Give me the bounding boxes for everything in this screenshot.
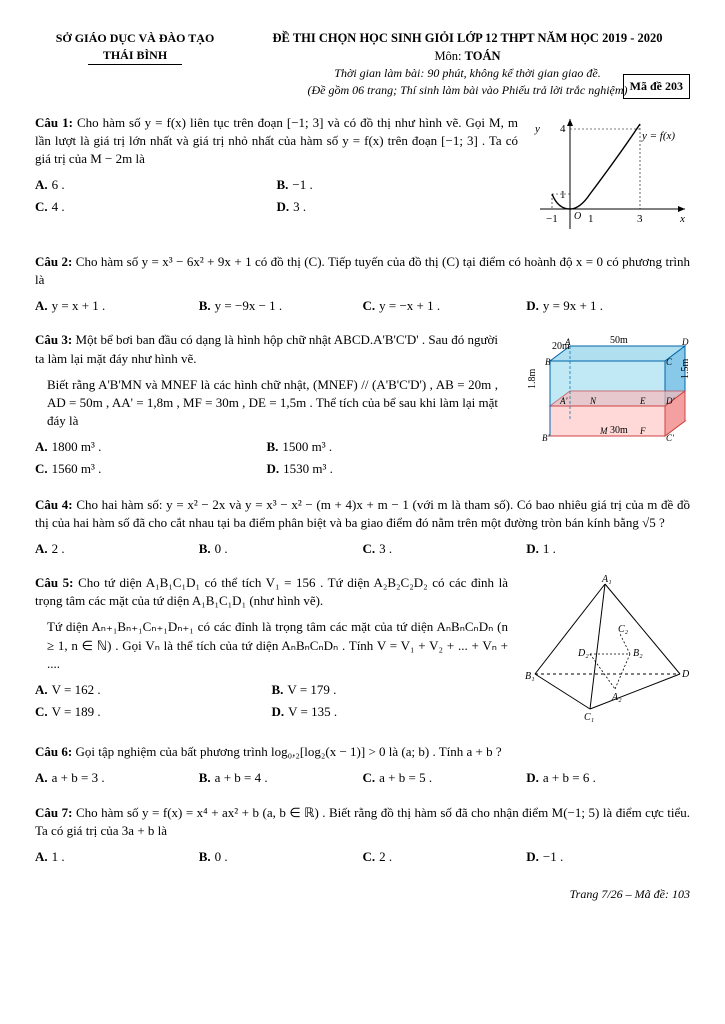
q6-C: a + b = 5 . [379, 770, 432, 785]
question-1: Câu 1: Cho hàm số y = f(x) liên tục trên… [35, 114, 690, 239]
q7-B: 0 . [215, 849, 228, 864]
header-right: ĐỀ THI CHỌN HỌC SINH GIỎI LỚP 12 THPT NĂ… [245, 30, 690, 99]
q2-label: Câu 2: [35, 254, 72, 269]
svg-text:F: F [639, 426, 646, 436]
svg-text:E: E [639, 396, 646, 406]
svg-text:1: 1 [588, 213, 594, 225]
svg-text:y: y [534, 123, 540, 135]
page-footer: Trang 7/26 – Mã đề: 103 [35, 886, 690, 903]
q7-label: Câu 7: [35, 805, 72, 820]
q2-text: Cho hàm số y = x³ − 6x² + 9x + 1 có đồ t… [35, 254, 690, 287]
q1-B: −1 . [292, 177, 312, 192]
q1-text: Cho hàm số y = f(x) liên tục trên đoạn [… [35, 115, 518, 166]
question-3: Câu 3: Một bể bơi ban đầu có dạng là hìn… [35, 331, 690, 481]
svg-text:D: D [681, 337, 689, 347]
svg-text:1.5m: 1.5m [680, 359, 690, 380]
svg-text:B': B' [542, 433, 550, 443]
question-6: Câu 6: Gọi tập nghiệm của bất phương trì… [35, 743, 690, 789]
q3-label: Câu 3: [35, 332, 72, 347]
svg-text:1: 1 [560, 189, 566, 201]
svg-text:C₂: C₂ [618, 624, 629, 635]
q3-text2: Biết rằng A'B'MN và MNEF là các hình chữ… [47, 376, 498, 431]
svg-text:30m: 30m [610, 425, 628, 436]
q1-C: 4 . [52, 199, 65, 214]
svg-text:C: C [666, 357, 673, 367]
svg-text:3: 3 [637, 213, 643, 225]
province: THÁI BÌNH [103, 48, 167, 62]
svg-text:A': A' [559, 396, 568, 406]
q3-text1: Một bể bơi ban đầu có dạng là hình hộp c… [35, 332, 498, 365]
q4-D: 1 . [543, 541, 556, 556]
q1-A: 6 . [52, 177, 65, 192]
q1-D: 3 . [293, 199, 306, 214]
svg-text:4: 4 [560, 123, 566, 135]
q2-D: y = 9x + 1 . [543, 298, 603, 313]
q3-D: 1530 m³ . [283, 461, 333, 476]
q4-label: Câu 4: [35, 497, 73, 512]
svg-text:D₁: D₁ [681, 669, 690, 680]
header-block: SỞ GIÁO DỤC VÀ ĐÀO TẠO THÁI BÌNH ĐỀ THI … [35, 30, 690, 99]
q7-A: 1 . [52, 849, 65, 864]
q7-D: −1 . [543, 849, 563, 864]
q1-label: Câu 1: [35, 115, 73, 130]
svg-text:A: A [564, 337, 571, 347]
q7-text: Cho hàm số y = f(x) = x⁴ + ax² + b (a, b… [35, 805, 690, 838]
q3-C: 1560 m³ . [52, 461, 102, 476]
exam-title: ĐỀ THI CHỌN HỌC SINH GIỎI LỚP 12 THPT NĂ… [273, 31, 663, 45]
svg-text:M: M [599, 426, 608, 436]
header-left: SỞ GIÁO DỤC VÀ ĐÀO TẠO THÁI BÌNH [35, 30, 235, 99]
svg-text:C': C' [666, 433, 675, 443]
svg-text:y = f(x): y = f(x) [641, 130, 675, 142]
svg-text:O: O [574, 211, 581, 222]
q6-A: a + b = 3 . [52, 770, 105, 785]
svg-text:N: N [589, 396, 597, 406]
q2-C: y = −x + 1 . [379, 298, 440, 313]
question-4: Câu 4: Cho hai hàm số: y = x² − 2x và y … [35, 496, 690, 561]
q7-C: 2 . [379, 849, 392, 864]
svg-text:B: B [545, 357, 551, 367]
q6-D: a + b = 6 . [543, 770, 596, 785]
q1-graph: y x 4 1 −1 1 3 O y = f(x) [530, 114, 690, 239]
q4-B: 0 . [215, 541, 228, 556]
svg-text:50m: 50m [610, 335, 628, 346]
q6-B: a + b = 4 . [215, 770, 268, 785]
q2-B: y = −9x − 1 . [215, 298, 283, 313]
svg-text:1.8m: 1.8m [527, 369, 538, 390]
svg-text:−1: −1 [546, 213, 558, 225]
q5-B: V = 179 . [287, 682, 336, 697]
q5-A: V = 162 . [52, 682, 101, 697]
q3-A: 1800 m³ . [52, 439, 102, 454]
q3-B: 1500 m³ . [282, 439, 332, 454]
exam-code: Mã đề 203 [623, 74, 690, 99]
svg-text:A₂: A₂ [611, 692, 622, 703]
q5-text2: Tứ diện Aₙ₊₁Bₙ₊₁Cₙ₊₁Dₙ₊₁ có các đỉnh là … [47, 618, 508, 673]
q4-text: Cho hai hàm số: y = x² − 2x và y = x³ − … [35, 497, 690, 530]
question-2: Câu 2: Cho hàm số y = x³ − 6x² + 9x + 1 … [35, 253, 690, 318]
question-7: Câu 7: Cho hàm số y = f(x) = x⁴ + ax² + … [35, 804, 690, 869]
dept: SỞ GIÁO DỤC VÀ ĐÀO TẠO [35, 30, 235, 47]
question-5: Câu 5: Cho tứ diện A₁B₁C₁D₁ có thể tích … [35, 574, 690, 729]
q4-C: 3 . [379, 541, 392, 556]
subject-label: Môn: [434, 49, 461, 63]
q5-label: Câu 5: [35, 575, 74, 590]
q5-tetra: A₁ B₁ C₁ D₁ C₂ D₂ B₂ A₂ [520, 574, 690, 729]
q4-A: 2 . [52, 541, 65, 556]
q5-text1: Cho tứ diện A₁B₁C₁D₁ có thể tích V₁ = 15… [35, 575, 508, 608]
q5-C: V = 189 . [52, 704, 101, 719]
svg-text:x: x [679, 213, 685, 225]
q6-text: Gọi tập nghiệm của bất phương trình log₀… [75, 744, 501, 759]
q2-A: y = x + 1 . [52, 298, 106, 313]
svg-text:A₁: A₁ [601, 574, 612, 585]
svg-text:B₂: B₂ [633, 648, 643, 659]
svg-text:C₁: C₁ [584, 712, 594, 723]
svg-text:D': D' [665, 396, 675, 406]
q3-diagram: 50m 20m 1.8m 1.5m 30m A D B C A' D' B' C… [510, 331, 690, 481]
svg-text:D₂: D₂ [577, 648, 589, 659]
svg-text:B₁: B₁ [525, 671, 535, 682]
q6-label: Câu 6: [35, 744, 72, 759]
subject: TOÁN [465, 49, 501, 63]
q5-D: V = 135 . [288, 704, 337, 719]
